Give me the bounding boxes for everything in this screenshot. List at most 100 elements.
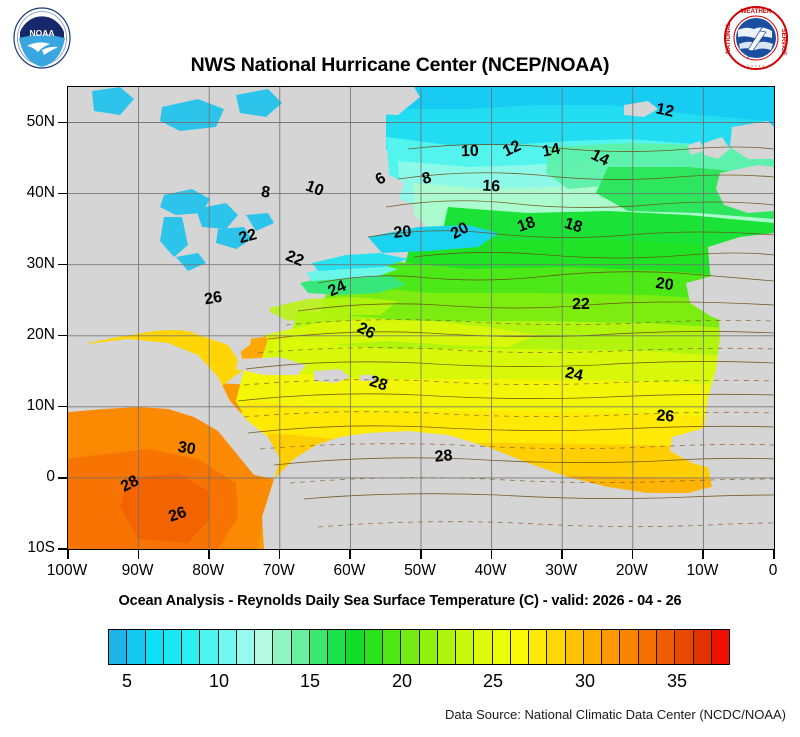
x-tick xyxy=(561,549,563,559)
colorbar-swatch xyxy=(547,630,566,664)
contour-label: 10 xyxy=(461,143,479,161)
y-tick-label: 10S xyxy=(27,539,55,556)
colorbar-swatch xyxy=(474,630,493,664)
y-tick xyxy=(58,405,67,408)
y-tick xyxy=(58,192,67,195)
y-tick xyxy=(58,121,67,123)
contour-label: 20 xyxy=(655,275,675,294)
colorbar-swatch xyxy=(145,630,164,664)
y-tick xyxy=(58,477,67,479)
colorbar-swatch xyxy=(163,630,183,664)
contour-label: 26 xyxy=(656,407,675,425)
colorbar-swatch xyxy=(529,630,548,664)
colorbar-swatch xyxy=(255,630,274,664)
x-tick xyxy=(278,549,281,559)
x-tick xyxy=(67,549,69,559)
colorbar-swatch xyxy=(492,630,511,664)
contour-label: 20 xyxy=(448,219,472,243)
contour-label: 26 xyxy=(166,504,188,526)
y-tick-label: 0 xyxy=(46,468,55,485)
colorbar-swatch xyxy=(401,630,420,664)
colorbar-swatch xyxy=(565,630,584,664)
colorbar-swatch xyxy=(437,630,457,664)
contour-label: 22 xyxy=(572,296,590,313)
x-tick xyxy=(208,549,210,559)
sst-map-plot: 6 8 8 10 10 12 12 14 14 16 18 18 20 20 20 22 22 22 24 24 26 2… xyxy=(67,86,775,550)
page-title: NWS National Hurricane Center (NCEP/NOAA… xyxy=(190,54,610,76)
contour-label: 8 xyxy=(260,184,271,202)
colorbar-swatch xyxy=(236,630,256,664)
x-tick-label: 0 xyxy=(768,562,778,579)
x-tick-label: 40W xyxy=(474,562,507,579)
x-tick xyxy=(137,549,140,559)
data-source-note: Data Source: National Climatic Data Cent… xyxy=(445,707,786,722)
colorbar-swatch xyxy=(291,630,310,664)
colorbar-swatch xyxy=(456,630,475,664)
colorbar-swatch xyxy=(200,630,219,664)
colorbar-tick-label: 5 xyxy=(121,671,133,691)
contour-label: 10 xyxy=(303,178,326,200)
x-tick-label: 90W xyxy=(121,562,154,579)
contour-label: 20 xyxy=(393,223,413,242)
x-tick-label: 60W xyxy=(333,562,366,579)
svg-text:NOAA: NOAA xyxy=(29,28,54,38)
contour-label: 24 xyxy=(326,277,349,300)
colorbar-tick-label: 30 xyxy=(574,671,596,691)
y-tick xyxy=(58,334,67,337)
colorbar-swatch xyxy=(346,630,365,664)
svg-text:· · · · ·: · · · · · xyxy=(747,63,764,70)
colorbar-tick-label: 35 xyxy=(666,671,688,691)
contour-label: 30 xyxy=(177,439,197,459)
x-tick xyxy=(702,549,704,559)
colorbar-swatch xyxy=(419,630,438,664)
contour-label: 12 xyxy=(500,137,523,160)
colorbar-swatch xyxy=(218,630,237,664)
contour-label: 16 xyxy=(482,178,501,196)
colorbar-swatch xyxy=(711,630,730,664)
contour-label: 26 xyxy=(354,319,378,342)
colorbar-swatch xyxy=(364,630,383,664)
colorbar-swatch xyxy=(109,630,128,664)
contour-label: 28 xyxy=(367,373,389,395)
y-tick-label: 20N xyxy=(26,325,55,343)
chart-subtitle: Ocean Analysis - Reynolds Daily Sea Surf… xyxy=(118,593,682,609)
svg-text:WEATHER: WEATHER xyxy=(741,8,772,15)
colorbar-swatch xyxy=(675,630,694,664)
contour-label: 26 xyxy=(203,289,224,309)
x-tick-label: 30W xyxy=(545,562,578,579)
x-tick-label: 50W xyxy=(404,562,436,579)
colorbar-swatch xyxy=(693,630,712,664)
colorbar-swatch xyxy=(638,630,657,664)
contour-label: 14 xyxy=(588,146,612,169)
y-tick-label: 10N xyxy=(26,396,55,414)
x-tick xyxy=(420,549,422,559)
x-tick-label: 100W xyxy=(46,562,88,579)
contour-label: 18 xyxy=(562,215,584,236)
contour-label: 12 xyxy=(654,100,675,120)
x-tick-label: 10W xyxy=(686,562,719,579)
nws-logo-icon: WEATHER SERVICE NATIONAL · · · · · xyxy=(724,6,788,70)
x-tick xyxy=(490,549,493,559)
y-tick-label: 50N xyxy=(26,112,55,130)
y-tick-label: 40N xyxy=(26,183,55,201)
colorbar-swatch xyxy=(309,630,329,664)
x-tick-label: 20W xyxy=(615,562,648,579)
colorbar-swatch xyxy=(602,630,621,664)
colorbar-swatch xyxy=(328,630,347,664)
colorbar-swatch xyxy=(583,630,603,664)
colorbar-swatch xyxy=(127,630,146,664)
contour-label: 28 xyxy=(434,447,453,465)
y-tick-label: 30N xyxy=(26,254,55,272)
colorbar-tick-label: 20 xyxy=(391,671,413,691)
colorbar-swatch xyxy=(510,630,530,664)
x-tick xyxy=(631,549,634,559)
y-tick xyxy=(58,548,67,550)
x-tick xyxy=(349,549,351,559)
svg-text:NATIONAL: NATIONAL xyxy=(725,22,732,54)
sst-colorbar xyxy=(108,629,730,665)
contour-label: 24 xyxy=(563,364,584,385)
y-tick xyxy=(58,263,67,266)
x-tick-label: 80W xyxy=(192,562,225,579)
noaa-logo-icon: NOAA xyxy=(13,7,71,69)
